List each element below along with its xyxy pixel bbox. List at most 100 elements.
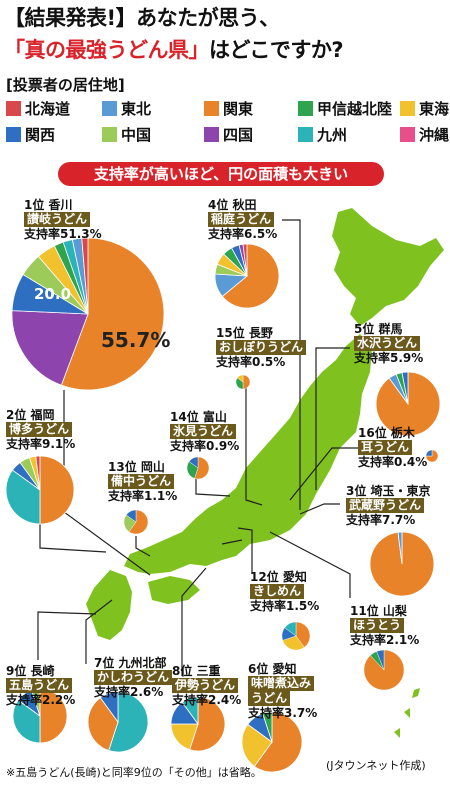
pie-label-block: 11位 山梨 ほうとう 支持率2.1% (350, 604, 419, 647)
pie-chart (235, 374, 251, 390)
pie-slice (87, 697, 119, 752)
pie-slice (425, 449, 433, 457)
udon-name-line: かしわうどん (94, 670, 173, 685)
udon-name: 武蔵野うどん (346, 498, 431, 513)
legend-swatch (6, 127, 21, 142)
pie-slice (237, 374, 244, 383)
pie-chart (241, 711, 303, 773)
pie-label-kagawa-kanto: 55.7% (101, 328, 170, 352)
udon-name: 稲庭うどん (208, 212, 277, 227)
udon-name-line: おしぼりうどん (216, 340, 307, 355)
pie-slice (221, 243, 280, 309)
pie-slice (81, 237, 89, 315)
footnote: ※五島うどん(長崎)と同率9位の「その他」は省略。 (6, 766, 262, 779)
leader-akita (282, 219, 301, 510)
udon-name: 水沢うどん (354, 336, 423, 351)
legend-title: [投票者の居住地] (6, 76, 125, 94)
legend-item: 沖縄 (400, 124, 449, 145)
support-rate: 支持率5.9% (354, 351, 424, 365)
udon-name-line: 耳うどん (358, 440, 413, 455)
pie-chart (186, 456, 210, 480)
pie-label-block: 6位 愛知 味噌煮込み うどん 支持率3.7% (248, 662, 317, 720)
pie-chart (5, 455, 75, 525)
udon-name: 耳うどん (358, 440, 427, 455)
kyushu-shape (86, 570, 132, 640)
udon-name-line: 味噌煮込み (248, 676, 315, 691)
legend-label: 東海 (419, 100, 450, 118)
pie-label-block: 13位 岡山 備中うどん 支持率1.1% (108, 460, 177, 503)
pie-slice (11, 310, 89, 386)
support-rate: 支持率6.5% (208, 227, 278, 241)
pie-chart (363, 649, 405, 691)
legend-swatch (6, 101, 21, 116)
pie-slice (12, 699, 41, 744)
leader-okayama (135, 536, 151, 557)
pie-chart (87, 691, 149, 753)
legend-label: 九州 (317, 126, 348, 144)
legend-label: 北海道 (25, 100, 71, 118)
pie-label-block: 12位 愛知 きしめん 支持率1.5% (250, 570, 319, 613)
pie-slice (282, 635, 305, 651)
support-rate: 支持率2.2% (6, 693, 76, 707)
rank-pref: 4位 秋田 (208, 198, 257, 212)
rank-pref: 9位 長崎 (6, 664, 55, 678)
pie-label-block: 16位 栃木 耳うどん 支持率0.4% (358, 426, 427, 469)
udon-name: 備中うどん (108, 474, 177, 489)
support-rate: 支持率0.5% (216, 355, 286, 369)
pie-slice (376, 649, 385, 671)
legend-item: 中国 (102, 124, 151, 145)
support-rate: 支持率0.4% (358, 455, 428, 469)
pie-chart (11, 237, 165, 391)
legend-swatch (102, 127, 117, 142)
pie-label-block: 14位 富山 氷見うどん 支持率0.9% (170, 410, 239, 453)
pie-label-kagawa-shikoku: 20.0 (34, 285, 71, 303)
udon-name: ほうとう (350, 618, 419, 633)
udon-name: おしぼりうどん (216, 340, 307, 355)
legend-label: 関東 (223, 100, 254, 118)
pie-chart (281, 621, 311, 651)
udon-name-line: 備中うどん (108, 474, 175, 489)
pie-slice (401, 371, 409, 405)
legend-item: 四国 (204, 124, 253, 145)
rank-pref: 3位 埼玉・東京 (346, 484, 431, 498)
pie-chart (425, 449, 439, 463)
title-line-1: 【結果発表!】あなたが思う、 (4, 6, 280, 30)
support-rate: 支持率0.9% (170, 439, 240, 453)
pie-label-block: 8位 三重 伊勢うどん 支持率2.4% (172, 664, 241, 707)
rank-pref: 15位 長野 (216, 326, 273, 340)
support-rate: 支持率2.1% (350, 633, 420, 647)
rank-pref: 12位 愛知 (250, 570, 307, 584)
leader-nagasaki (37, 611, 97, 660)
rank-pref: 14位 富山 (170, 410, 227, 424)
shikoku-shape (148, 576, 200, 604)
support-rate: 支持率2.4% (172, 693, 242, 707)
legend-swatch (204, 127, 219, 142)
udon-name: 伊勢うどん (172, 678, 241, 693)
legend-swatch (298, 127, 313, 142)
legend-swatch (400, 101, 415, 116)
udon-name-line: 水沢うどん (354, 336, 421, 351)
rank-pref: 11位 山梨 (350, 604, 407, 618)
legend-item: 関西 (6, 124, 55, 145)
legend-swatch (400, 127, 415, 142)
legend-label: 中国 (121, 126, 152, 144)
pie-slice (126, 509, 137, 523)
hokkaido-shape (332, 208, 444, 326)
support-rate: 支持率1.5% (250, 599, 320, 613)
pie-label-block: 15位 長野 おしぼりうどん 支持率0.5% (216, 326, 307, 369)
pie-label-block: 9位 長崎 五島うどん 支持率2.2% (6, 664, 75, 707)
pie-slice (241, 723, 273, 767)
title-line-2: 「真の最強うどん県」はどこですか? (4, 34, 344, 64)
pie-slice (284, 621, 297, 637)
pie-slice (99, 691, 119, 724)
pie-slice (128, 509, 149, 535)
legend-swatch (102, 101, 117, 116)
pie-label-block: 4位 秋田 稲庭うどん 支持率6.5% (208, 198, 277, 241)
pie-slice (295, 621, 311, 648)
pie-label-block: 2位 福岡 博多うどん 支持率9.1% (6, 408, 75, 451)
pie-chart (369, 531, 435, 597)
udon-name: 博多うどん (6, 422, 75, 437)
pie-label-block: 1位 香川 讃岐うどん 支持率51.3% (24, 198, 102, 241)
pie-slice (189, 696, 226, 752)
legend-label: 東北 (121, 100, 152, 118)
